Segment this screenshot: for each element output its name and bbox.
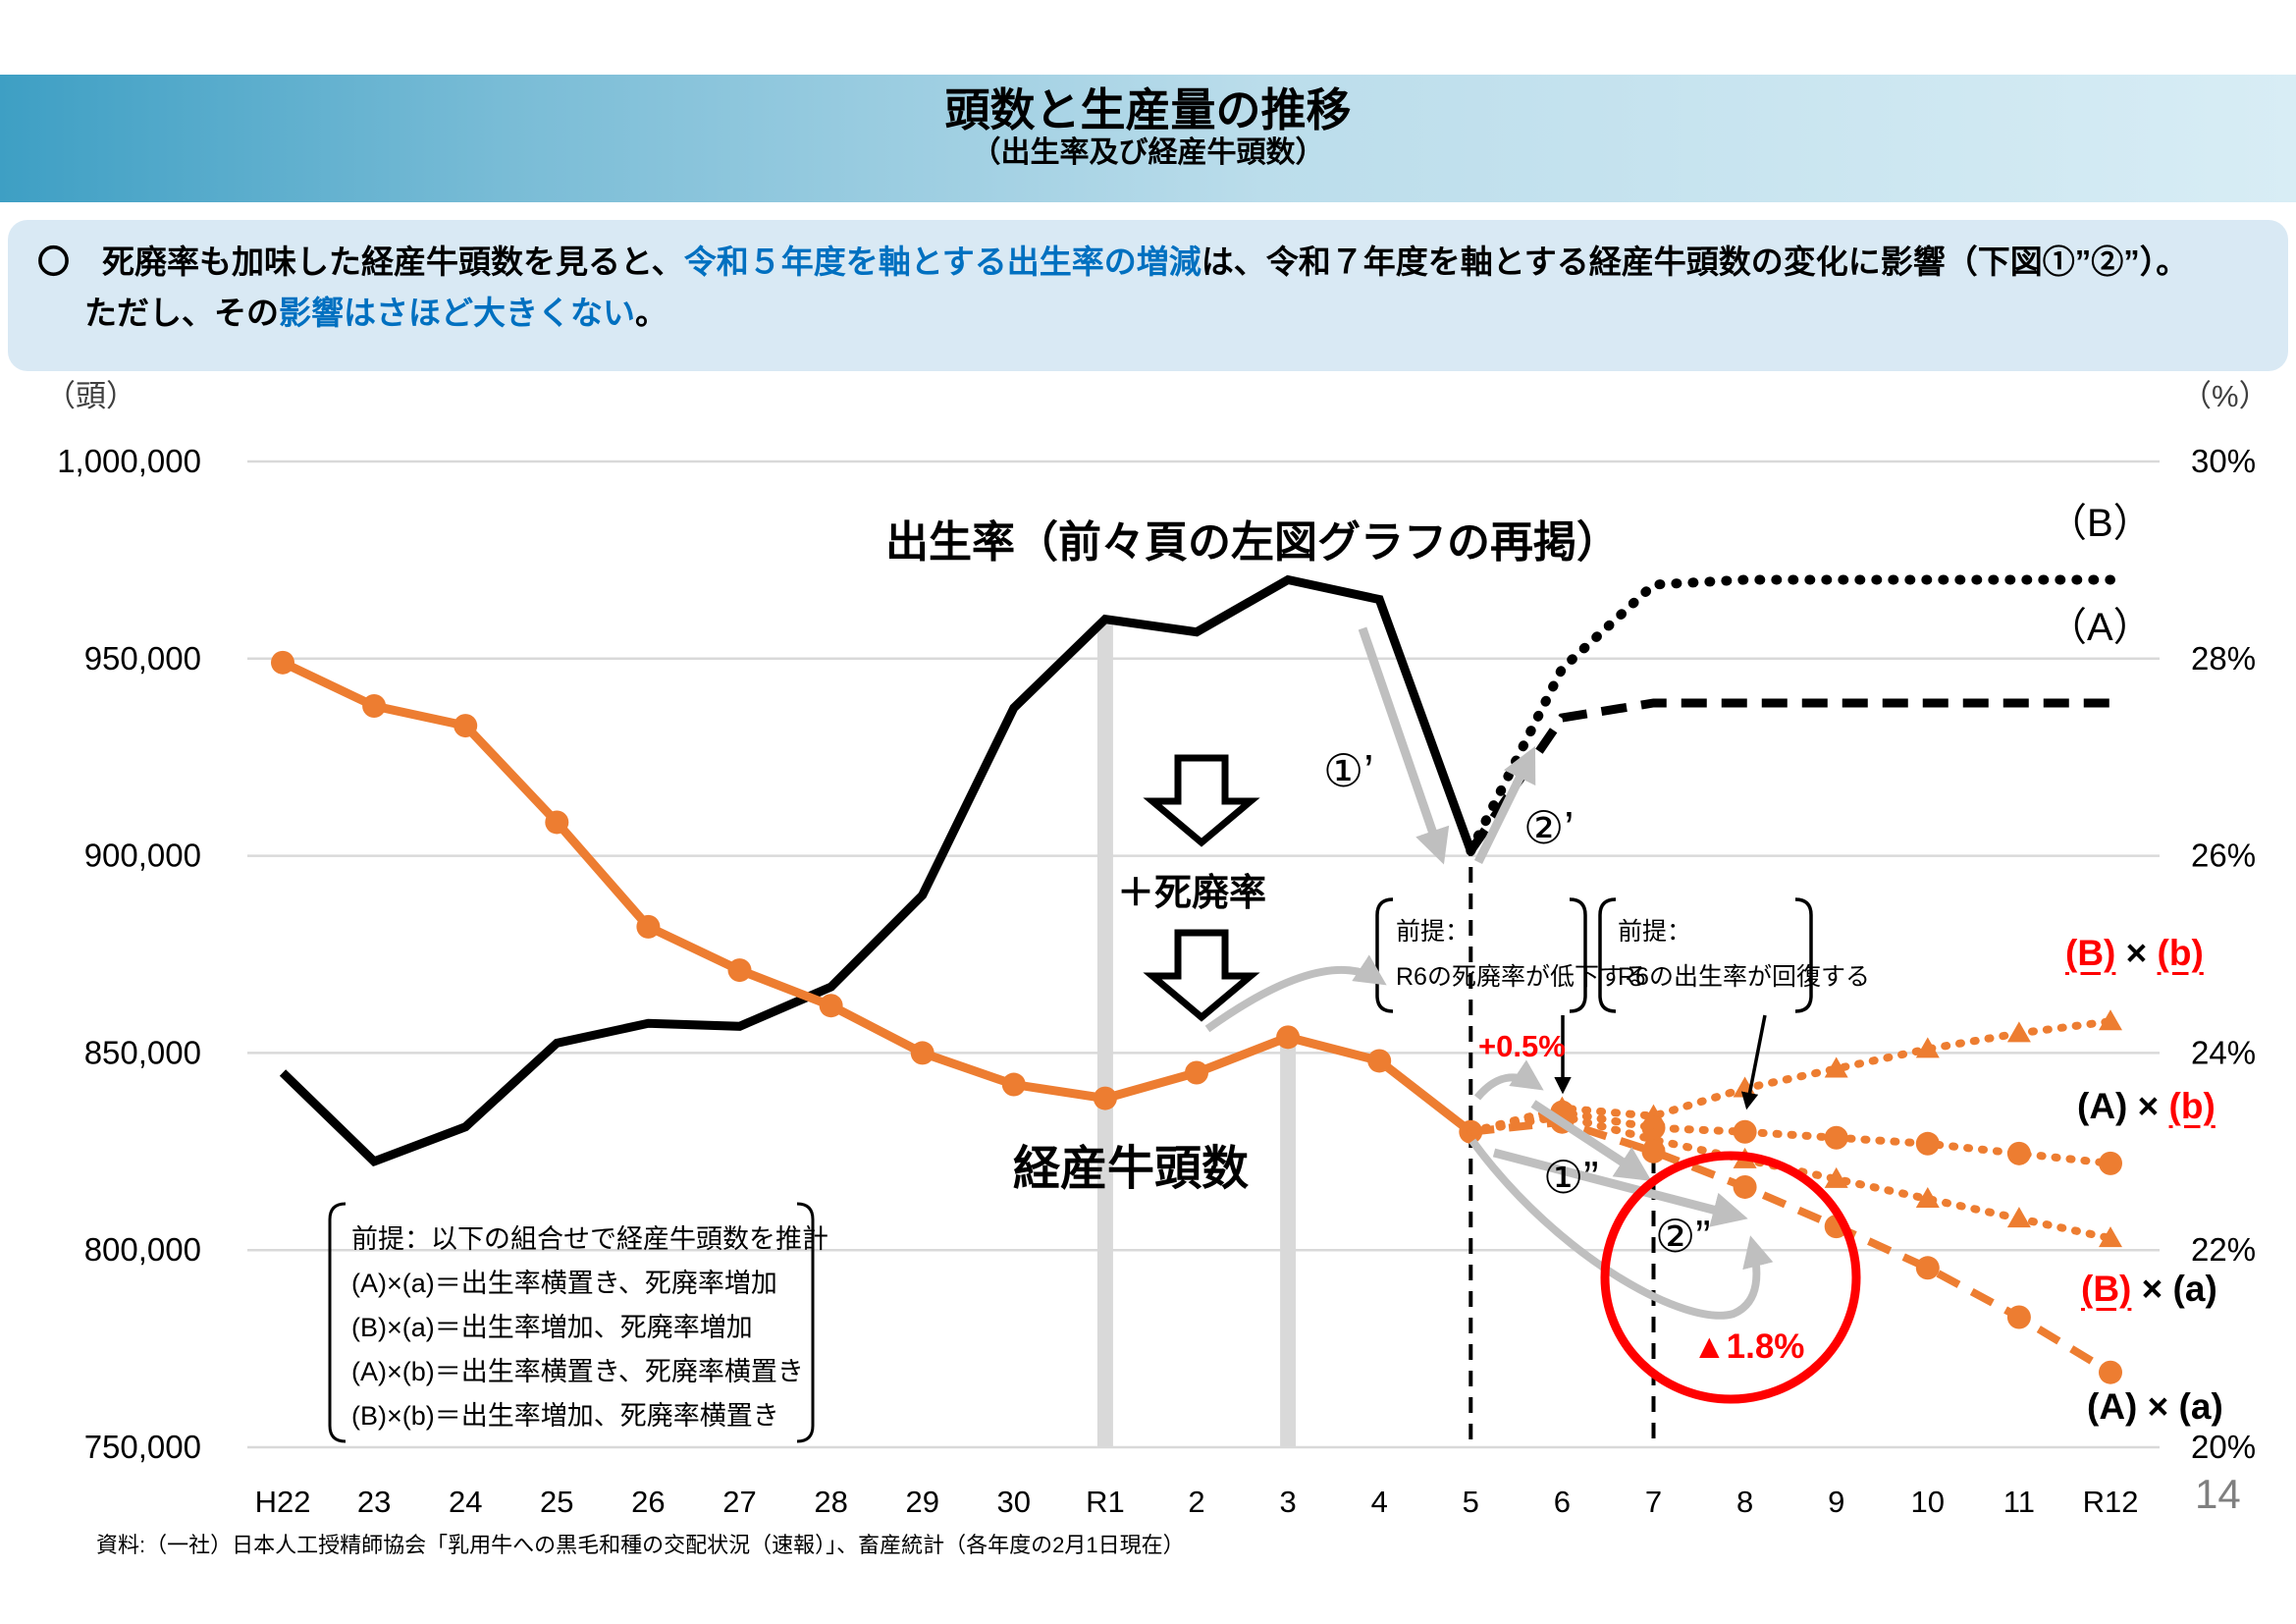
scen-aa-left: (A)	[2087, 1386, 2138, 1427]
scen-ba-right: (a)	[2172, 1269, 2217, 1309]
ref-circle2-dprime: ②”	[1655, 1211, 1711, 1262]
svg-text:850,000: 850,000	[84, 1034, 201, 1070]
scen-ba-left: (B)	[2081, 1269, 2132, 1309]
premise1-line2: R6の死廃率が低下する	[1396, 963, 1648, 991]
svg-text:900,000: 900,000	[84, 838, 201, 874]
svg-text:26%: 26%	[2191, 838, 2256, 874]
scenario-B-line-label: （B）	[2048, 502, 2153, 545]
premise-box-death-rate: 前提： R6の死廃率が低下する	[1396, 909, 1648, 1000]
scen-aa-times: ×	[2137, 1386, 2179, 1427]
svg-text:27: 27	[722, 1485, 756, 1519]
svg-text:7: 7	[1645, 1485, 1662, 1519]
scen-aa-right: (a)	[2178, 1386, 2223, 1427]
ref-circle1-prime: ①’	[1323, 745, 1374, 796]
svg-text:22%: 22%	[2191, 1231, 2256, 1268]
source-note: 資料:（一社）日本人工授精師協会「乳用牛への黒毛和種の交配状況（速報）」、畜産統…	[96, 1533, 1185, 1557]
page-number: 14	[2195, 1471, 2241, 1517]
scenario-label-AxA: (A) × (a)	[2087, 1386, 2223, 1428]
svg-text:800,000: 800,000	[84, 1231, 201, 1268]
svg-text:1,000,000: 1,000,000	[57, 443, 201, 479]
svg-text:20%: 20%	[2191, 1429, 2256, 1465]
svg-text:R12: R12	[2083, 1485, 2139, 1519]
svg-text:2: 2	[1188, 1485, 1204, 1519]
lead-line-2: ただし、その影響はさほど大きくない。	[84, 287, 667, 334]
svg-text:6: 6	[1554, 1485, 1571, 1519]
lead-line2-black1: ただし、その	[84, 295, 279, 331]
lead-line2-black2: 。	[635, 295, 667, 331]
plus-0.5pct-annotation: +0.5%	[1478, 1029, 1566, 1063]
svg-text:30: 30	[997, 1485, 1031, 1519]
premise-box-birth-rate: 前提： R6の出生率が回復する	[1618, 909, 1870, 1000]
page-title: 頭数と生産量の推移	[944, 84, 1352, 135]
premise2-line2: R6の出生率が回復する	[1618, 963, 1870, 991]
svg-text:8: 8	[1736, 1485, 1753, 1519]
page-subtitle: （出生率及び経産牛頭数）	[971, 136, 1325, 169]
svg-text:25: 25	[540, 1485, 573, 1519]
ref-circle1-dprime: ①”	[1543, 1152, 1599, 1203]
keisan-series-label: 経産牛頭数	[1013, 1143, 1250, 1195]
scen-ba-times: ×	[2131, 1269, 2173, 1309]
svg-text:H22: H22	[255, 1485, 311, 1519]
left-axis-unit: （頭）	[45, 379, 136, 413]
lead-line-1: 〇 死廃率も加味した経産牛頭数を見ると、令和５年度を軸とする出生率の増減は、令和…	[37, 236, 2188, 283]
scen-bb-times: ×	[2115, 933, 2158, 973]
lead-line2-blue: 影響はさほど大きくない	[279, 295, 635, 331]
assumption-line-0: 前提：以下の組合せで経産牛頭数を推計	[351, 1224, 828, 1254]
lead-line1-black1: 〇 死廃率も加味した経産牛頭数を見ると、	[37, 244, 684, 280]
svg-text:24: 24	[449, 1485, 482, 1519]
scen-bb-left: (B)	[2065, 933, 2116, 973]
svg-text:11: 11	[2003, 1485, 2035, 1519]
svg-text:5: 5	[1463, 1485, 1479, 1519]
svg-text:750,000: 750,000	[84, 1429, 201, 1465]
svg-text:26: 26	[631, 1485, 665, 1519]
assumption-line-3: (A)×(b)＝出生率横置き、死廃率横置き	[351, 1357, 804, 1386]
lead-text-box: 〇 死廃率も加味した経産牛頭数を見ると、令和５年度を軸とする出生率の増減は、令和…	[8, 220, 2288, 371]
svg-text:30%: 30%	[2191, 443, 2256, 479]
svg-text:9: 9	[1828, 1485, 1844, 1519]
svg-text:29: 29	[905, 1485, 938, 1519]
scen-ab-left: (A)	[2077, 1086, 2128, 1126]
scenario-label-AxB: (A) × (b)	[2077, 1086, 2216, 1127]
svg-text:23: 23	[357, 1485, 391, 1519]
plus-death-rate-label: ＋死廃率	[1117, 873, 1267, 914]
scen-ab-right: (b)	[2168, 1086, 2216, 1126]
premise1-line1: 前提：	[1396, 918, 1470, 946]
svg-text:R1: R1	[1086, 1485, 1125, 1519]
right-axis-unit: （%）	[2181, 379, 2269, 413]
svg-text:28%: 28%	[2191, 640, 2256, 677]
ref-circle2-prime: ②’	[1523, 802, 1575, 853]
svg-text:24%: 24%	[2191, 1034, 2256, 1070]
svg-text:10: 10	[1911, 1485, 1945, 1519]
header-bar: 頭数と生産量の推移 （出生率及び経産牛頭数）	[0, 75, 2296, 202]
scenario-label-BxB: (B) × (b)	[2065, 933, 2204, 974]
assumption-line-2: (B)×(a)＝出生率増加、死廃率増加	[351, 1313, 753, 1342]
assumption-line-4: (B)×(b)＝出生率増加、死廃率横置き	[351, 1401, 779, 1431]
premise2-line1: 前提：	[1618, 918, 1692, 946]
birthrate-series-title: 出生率（前々頁の左図グラフの再掲）	[885, 518, 1620, 567]
svg-text:3: 3	[1279, 1485, 1296, 1519]
svg-text:950,000: 950,000	[84, 640, 201, 677]
scenario-A-line-label: （A）	[2048, 606, 2153, 649]
assumption-box: 前提：以下の組合せで経産牛頭数を推計 (A)×(a)＝出生率横置き、死廃率増加 …	[351, 1218, 828, 1438]
minus-1.8pct-annotation: ▲1.8%	[1692, 1327, 1805, 1366]
assumption-line-1: (A)×(a)＝出生率横置き、死廃率増加	[351, 1269, 777, 1298]
svg-text:28: 28	[814, 1485, 847, 1519]
scen-bb-right: (b)	[2157, 933, 2204, 973]
lead-line1-black2: は、令和７年度を軸とする経産牛頭数の変化に影響（下図①”②”）。	[1201, 244, 2189, 280]
lead-line1-blue: 令和５年度を軸とする出生率の増減	[683, 244, 1201, 280]
svg-text:4: 4	[1371, 1485, 1388, 1519]
scenario-label-BxA: (B) × (a)	[2081, 1269, 2217, 1310]
scen-ab-times: ×	[2127, 1086, 2169, 1126]
